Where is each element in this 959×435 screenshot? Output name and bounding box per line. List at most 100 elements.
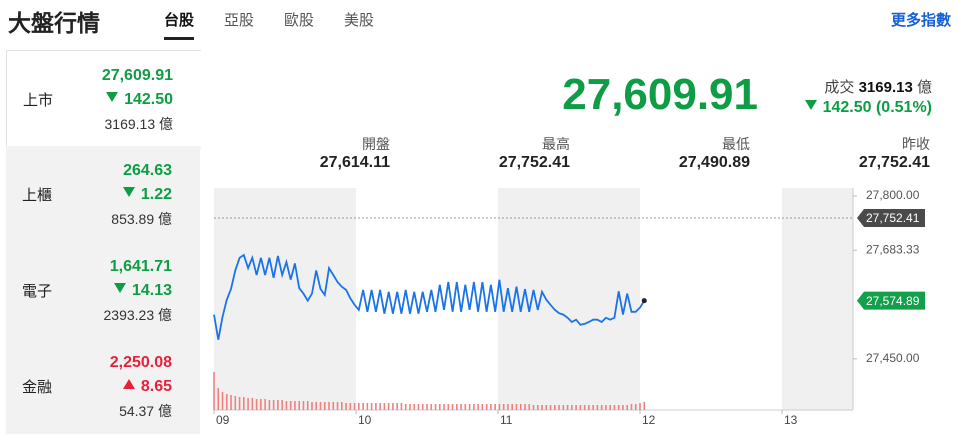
volume-bar [302, 401, 305, 410]
index-change: 1.22 [122, 186, 172, 204]
index-change-value: 142.50 [124, 91, 173, 108]
volume-bar [362, 403, 364, 410]
index-price: 1,641.71 [109, 258, 172, 275]
volume-bar [460, 404, 462, 410]
x-tick-label: 10 [358, 413, 372, 427]
more-link[interactable]: 更多指數 [890, 12, 951, 29]
tab[interactable]: 歐股 [284, 12, 315, 29]
volume-bar [536, 405, 539, 410]
volume-bar [579, 405, 582, 410]
volume-bar [532, 405, 535, 410]
volume-bar [370, 403, 373, 410]
volume-bar [456, 404, 458, 410]
tab[interactable]: 美股 [344, 12, 375, 29]
index-name: 電子 [22, 283, 53, 300]
volume-bar [400, 403, 403, 410]
volume-bar [507, 404, 509, 410]
index-price: 264.63 [123, 162, 172, 179]
volume-bar [230, 395, 232, 410]
y-tick-label: 27,683.33 [866, 242, 920, 256]
volume-bar [524, 404, 526, 410]
index-volume: 2393.23 億 [103, 307, 173, 323]
volume-bar [473, 404, 475, 410]
index-change-value: 8.65 [140, 378, 172, 395]
volume-bar [409, 404, 411, 410]
volume-bar [617, 405, 620, 410]
volume-bar [630, 404, 633, 410]
volume-bar [562, 405, 565, 410]
volume-bar [285, 401, 288, 410]
volume-bar [413, 404, 416, 410]
index-row[interactable]: 電子 1,641.71 14.13 2393.23 億 [6, 242, 200, 339]
volume-bar [583, 405, 586, 410]
volume-bar [434, 404, 437, 410]
previous-close-label: 27,752.41 [866, 211, 920, 225]
volume-bar [379, 403, 381, 410]
volume-bar [596, 405, 599, 410]
previous-close-tag [857, 209, 925, 228]
volume-bar [336, 402, 339, 410]
session-band [214, 188, 356, 410]
session-band [498, 188, 640, 410]
index-name: 上市 [23, 92, 54, 109]
index-name: 金融 [22, 379, 53, 396]
tab[interactable]: 亞股 [224, 12, 255, 29]
volume-bar [323, 402, 326, 410]
index-row[interactable]: 上市 27,609.91 142.50 3169.13 億 [6, 50, 201, 148]
x-tick-label: 12 [642, 413, 656, 427]
stat-value: 27,752.41 [858, 154, 930, 171]
index-change-value: 1.22 [140, 186, 172, 203]
volume-bar [634, 404, 637, 410]
y-tick-label: 27,450.00 [866, 351, 920, 365]
volume-bar [281, 400, 283, 410]
stat-label: 昨收 [902, 136, 930, 152]
change-arrow [122, 187, 135, 197]
index-change: 14.13 [113, 282, 172, 300]
volume-bar [366, 403, 369, 410]
volume-bar [490, 404, 492, 410]
x-tick-label: 11 [500, 413, 513, 427]
volume-bar [375, 403, 377, 410]
volume-bar [626, 405, 629, 410]
index-row[interactable]: 上櫃 264.63 1.22 853.89 億 [6, 146, 200, 243]
volume-bar [264, 399, 266, 410]
volume-bar [549, 405, 552, 410]
stat-value: 27,614.11 [319, 154, 390, 171]
volume-bar [417, 404, 420, 410]
change-arrow [804, 100, 817, 110]
volume-bar [600, 405, 603, 410]
index-name: 上櫃 [22, 187, 53, 204]
index-row[interactable]: 金融 2,250.08 8.65 54.37 億 [6, 338, 200, 435]
stat-label: 最高 [542, 136, 570, 152]
index-list: 上市 27,609.91 142.50 3169.13 億上櫃 264.63 1.22 85… [6, 50, 201, 435]
volume-bar [605, 405, 607, 410]
volume-bar [306, 401, 309, 410]
current-price: 27,609.91 [562, 70, 758, 119]
volume-bar [639, 403, 641, 410]
volume-bar [404, 404, 407, 410]
volume-bar [588, 405, 590, 410]
y-tick-label: 27,800.00 [866, 188, 920, 202]
title: 大盤行情 [8, 10, 100, 36]
price-line [213, 253, 646, 340]
volume-bar [277, 400, 279, 410]
volume-bar [485, 404, 488, 410]
turnover: 成交 3169.13 億 [824, 76, 932, 97]
volume-bar [430, 404, 433, 410]
volume-bar [622, 405, 624, 410]
volume-bar [341, 402, 343, 410]
volume-bar [592, 405, 594, 410]
volume-bar [541, 405, 543, 410]
volume-bar [468, 404, 471, 410]
session-band [782, 188, 853, 410]
turnover-value: 3169.13 [858, 79, 913, 96]
volume-bar [243, 397, 245, 410]
volume-bar [421, 404, 424, 410]
index-change: 142.50 [106, 91, 173, 109]
tab[interactable]: 台股 [164, 9, 195, 40]
volume-bar [519, 404, 522, 410]
volume-bar [451, 404, 454, 410]
volume-bar [311, 402, 313, 410]
volume-bar [349, 403, 352, 410]
